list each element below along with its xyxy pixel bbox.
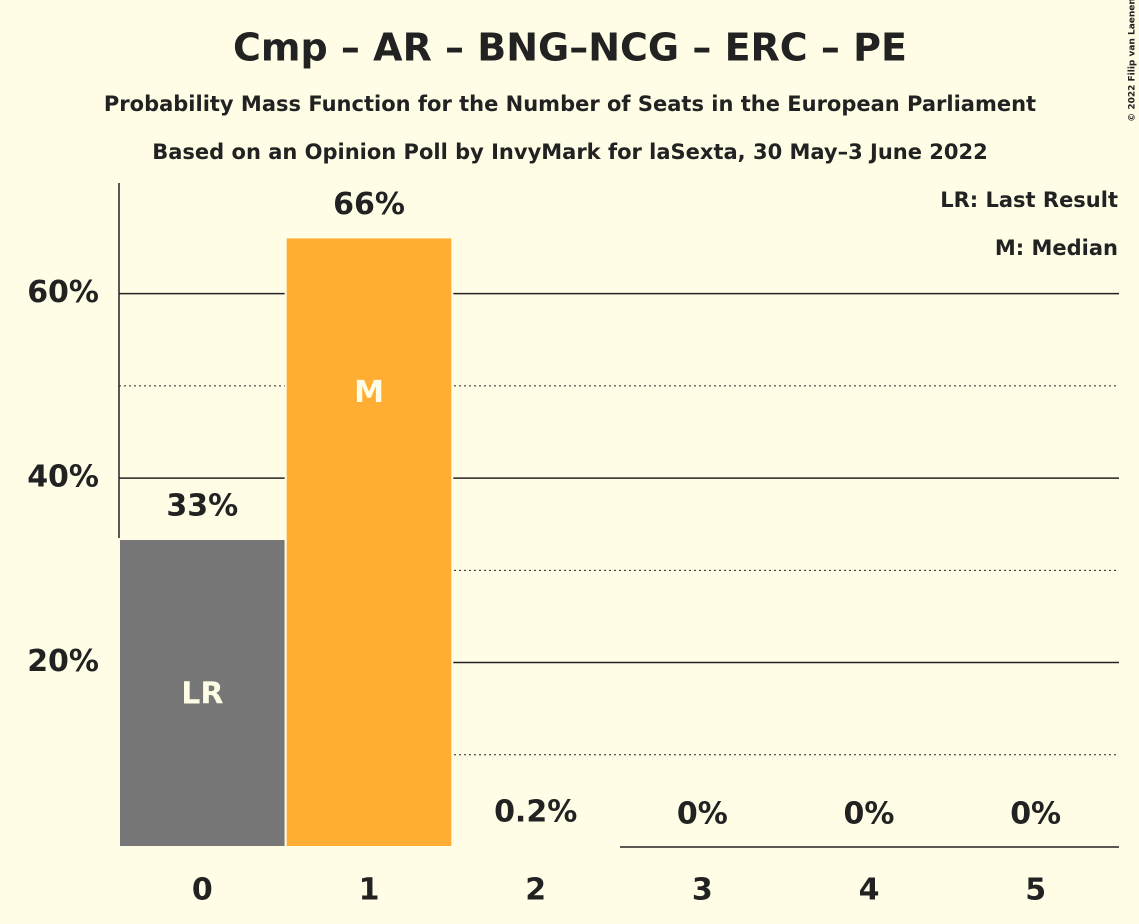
x-tick-label: 2 bbox=[525, 873, 546, 908]
x-tick-label: 0 bbox=[192, 873, 213, 908]
bar-marker: LR bbox=[181, 677, 223, 712]
chart-title: Cmp – AR – BNG–NCG – ERC – PE bbox=[233, 26, 907, 70]
legend-entry: LR: Last Result bbox=[940, 188, 1118, 212]
chart-subtitle: Based on an Opinion Poll by InvyMark for… bbox=[152, 140, 988, 164]
chart-subtitle: Probability Mass Function for the Number… bbox=[104, 92, 1036, 116]
y-tick-label: 40% bbox=[27, 460, 99, 495]
value-label: 0% bbox=[844, 797, 895, 832]
bar bbox=[451, 844, 621, 849]
x-tick-label: 1 bbox=[359, 873, 380, 908]
x-tick-label: 4 bbox=[859, 873, 880, 908]
value-label: 33% bbox=[166, 488, 238, 523]
y-tick-label: 60% bbox=[27, 275, 99, 310]
copyright: © 2022 Filip van Laenen bbox=[1128, 0, 1138, 122]
bar bbox=[284, 236, 454, 848]
x-tick-label: 5 bbox=[1025, 873, 1046, 908]
bar-marker: M bbox=[354, 375, 384, 410]
value-label: 0% bbox=[1010, 797, 1061, 832]
value-label: 0% bbox=[677, 797, 728, 832]
legend-entry: M: Median bbox=[995, 236, 1118, 260]
value-label: 0.2% bbox=[494, 795, 577, 830]
value-label: 66% bbox=[333, 187, 405, 222]
y-tick-label: 20% bbox=[27, 644, 99, 679]
x-tick-label: 3 bbox=[692, 873, 713, 908]
